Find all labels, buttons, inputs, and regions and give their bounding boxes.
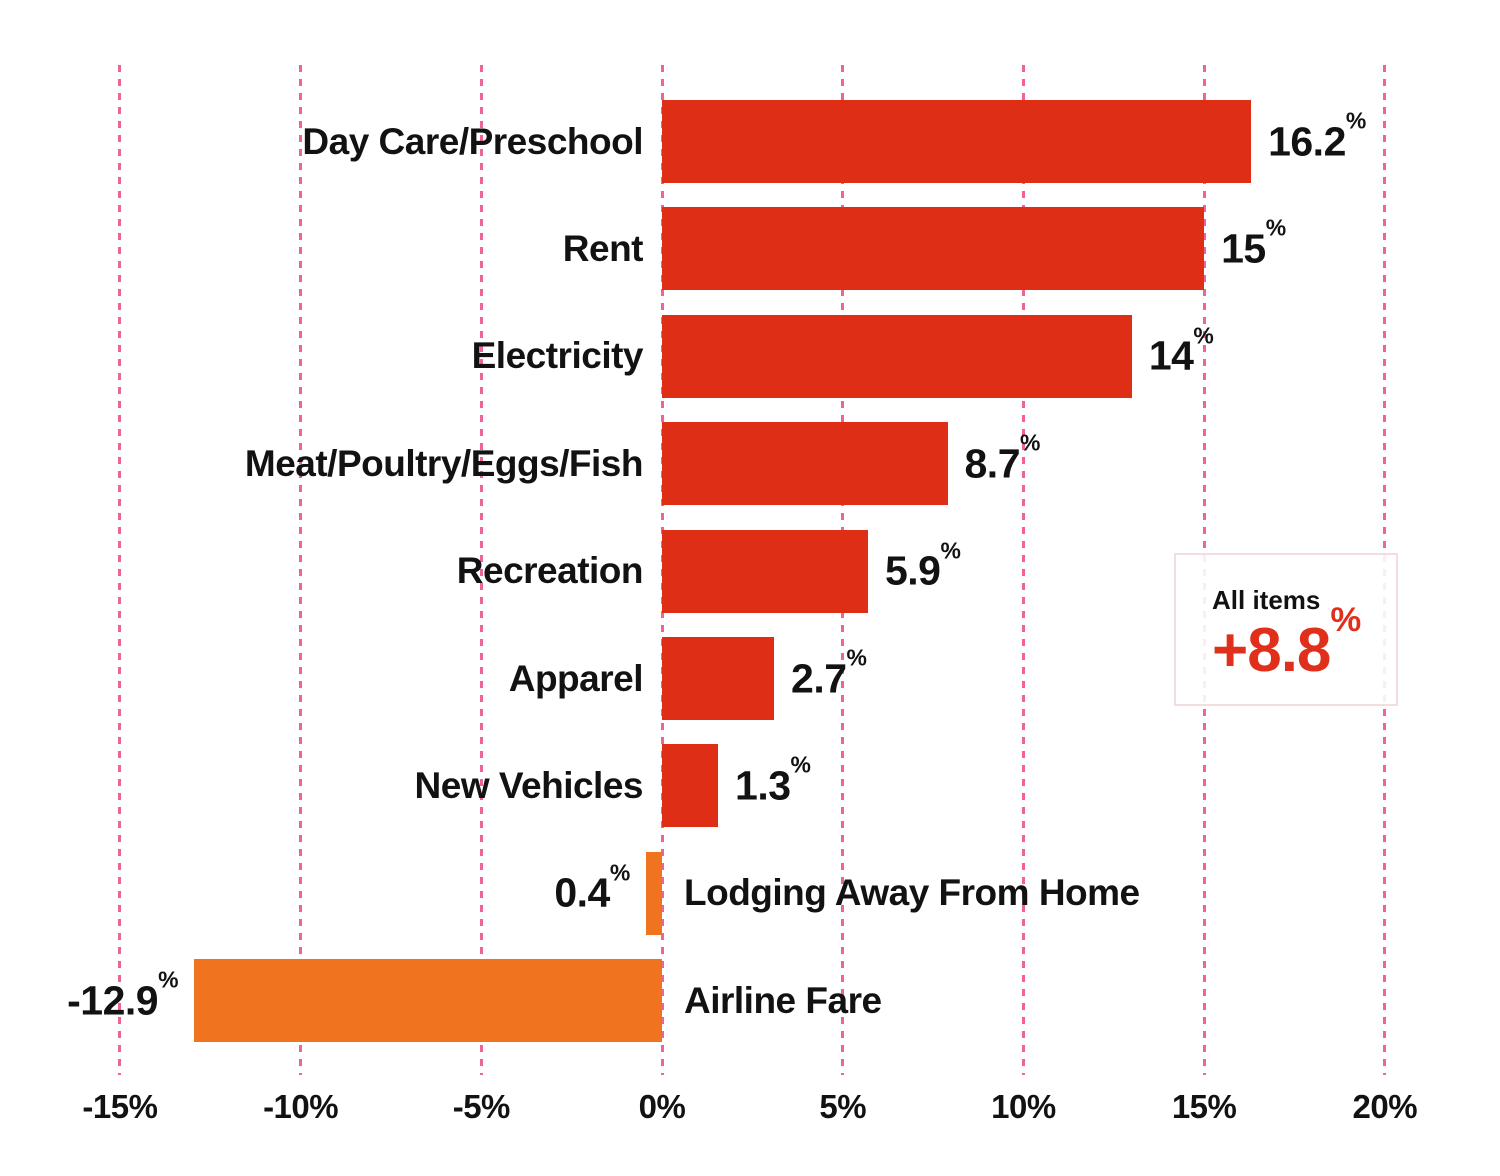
bar-airline-fare <box>193 959 662 1043</box>
category-label-recreation: Recreation <box>456 550 644 592</box>
callout-title: All items <box>1212 585 1321 615</box>
all-items-callout: All items +8.8% <box>1174 553 1398 706</box>
x-tick--5%: -5% <box>452 1088 511 1125</box>
x-tick--15%: -15% <box>82 1088 158 1125</box>
x-tick-20%: 20% <box>1352 1088 1418 1125</box>
category-label-electricity: Electricity <box>471 335 644 377</box>
bar-meat-poultry-eggs-fish <box>662 422 948 506</box>
percent-sign: % <box>940 537 961 563</box>
category-label-rent: Rent <box>562 227 644 269</box>
callout-value-number: +8.8 <box>1212 616 1331 685</box>
gridline--5% <box>479 65 483 1075</box>
value-label-rent: 15% <box>1221 214 1286 272</box>
category-label-meat-poultry-eggs-fish: Meat/Poultry/Eggs/Fish <box>244 442 644 484</box>
category-label-airline-fare: Airline Fare <box>684 979 882 1021</box>
callout-value: +8.8% <box>1212 603 1396 685</box>
value-label-meat-poultry-eggs-fish: 8.7% <box>964 429 1041 487</box>
value-label-recreation: 5.9% <box>884 537 961 594</box>
gridline-10% <box>1021 65 1025 1075</box>
bar-day-care-preschool <box>662 100 1252 183</box>
bar-new-vehicles <box>662 744 719 828</box>
category-label-lodging-away-from-home: Lodging Away From Home <box>684 872 1140 914</box>
value-label-new-vehicles: 1.3% <box>735 751 811 809</box>
bar-electricity <box>662 314 1132 398</box>
x-tick--10%: -10% <box>263 1088 339 1125</box>
bar-apparel <box>662 637 775 720</box>
percent-sign: % <box>1020 429 1040 456</box>
percent-sign: % <box>846 644 867 671</box>
percent-sign: % <box>790 751 811 778</box>
x-tick-10%: 10% <box>991 1088 1056 1125</box>
bar-rent <box>662 207 1205 291</box>
gridline--10% <box>299 65 303 1075</box>
value-label-airline-fare: -12.9% <box>67 966 178 1024</box>
x-tick-0%: 0% <box>638 1088 686 1125</box>
percent-sign: % <box>1265 214 1286 241</box>
category-label-day-care-preschool: Day Care/Preschool <box>302 120 643 162</box>
percent-sign: % <box>1345 107 1366 134</box>
gridline--15% <box>118 65 122 1075</box>
value-label-electricity: 14% <box>1148 322 1214 379</box>
callout-percent-sign: % <box>1330 601 1361 640</box>
x-tick-15%: 15% <box>1171 1088 1237 1125</box>
value-label-day-care-preschool: 16.2% <box>1268 107 1366 164</box>
value-label-apparel: 2.7% <box>791 644 867 701</box>
bar-lodging-away-from-home <box>645 851 662 935</box>
category-label-apparel: Apparel <box>508 657 644 699</box>
percent-sign: % <box>158 966 178 993</box>
percent-sign: % <box>609 859 630 886</box>
bar-recreation <box>662 529 868 613</box>
x-tick-5%: 5% <box>819 1088 867 1125</box>
value-label-lodging-away-from-home: 0.4% <box>554 859 630 916</box>
percent-sign: % <box>1193 322 1214 349</box>
category-label-new-vehicles: New Vehicles <box>414 764 644 806</box>
